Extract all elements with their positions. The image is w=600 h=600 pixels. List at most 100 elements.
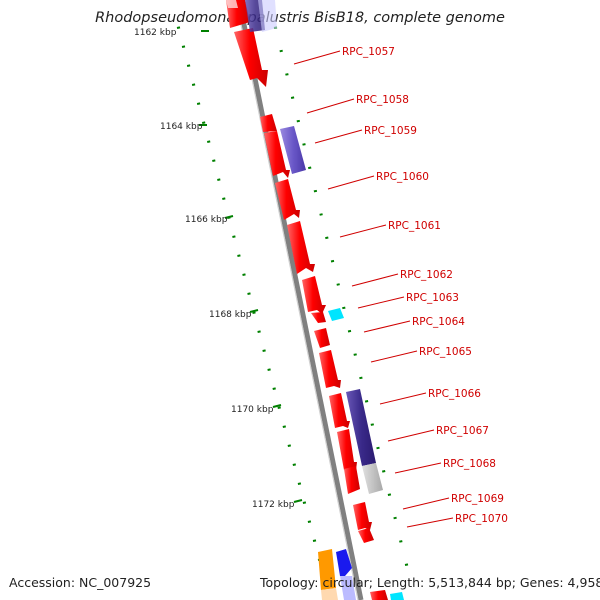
scale-tick-label: 1168 kbp bbox=[209, 310, 252, 320]
gene-label[interactable]: RPC_1057 bbox=[342, 46, 395, 58]
scale-tick-label: 1164 kbp bbox=[160, 122, 203, 132]
track-dash bbox=[267, 368, 271, 371]
gene-arrow bbox=[287, 221, 315, 274]
track-dash bbox=[342, 306, 346, 310]
forward-strand-genes bbox=[226, 0, 388, 600]
gene-arrow bbox=[344, 466, 360, 494]
track-dash bbox=[252, 311, 256, 314]
leader-line bbox=[339, 224, 387, 238]
gene-label[interactable]: RPC_1067 bbox=[436, 425, 489, 437]
scale-tick-mark bbox=[249, 309, 259, 313]
gene-arrow bbox=[370, 590, 388, 600]
gene-labels: RPC_1057 RPC_1058 RPC_1059 RPC_1060 RPC_… bbox=[342, 46, 508, 525]
genome-backbone-highlight bbox=[235, 0, 359, 600]
gene-label[interactable]: RPC_1062 bbox=[400, 269, 453, 281]
gene-label[interactable]: RPC_1063 bbox=[406, 292, 459, 304]
scale-tick-label: 1166 kbp bbox=[185, 215, 228, 225]
leader-line bbox=[402, 497, 450, 510]
gene-label[interactable]: RPC_1060 bbox=[376, 171, 429, 183]
scale-ticks: 1162 kbp 1164 kbp 1166 kbp 1168 kbp 1170… bbox=[134, 28, 303, 510]
feature-block bbox=[318, 549, 336, 590]
leader-line bbox=[406, 517, 454, 528]
track-dash bbox=[370, 423, 374, 426]
track-dash bbox=[196, 102, 201, 105]
scale-tick-label: 1162 kbp bbox=[134, 28, 177, 38]
track-dash bbox=[319, 213, 323, 216]
genome-stats-text: Topology: circular; Length: 5,513,844 bp… bbox=[260, 575, 600, 590]
gene-arrow bbox=[353, 502, 372, 530]
gene-arrow bbox=[275, 179, 300, 220]
gene-arrow bbox=[264, 131, 290, 178]
track-dash bbox=[212, 159, 216, 162]
track-dash bbox=[282, 425, 286, 428]
track-dash bbox=[285, 73, 289, 76]
gene-label[interactable]: RPC_1058 bbox=[356, 94, 409, 106]
feature-block bbox=[321, 588, 338, 600]
leader-line bbox=[363, 320, 411, 333]
leader-line bbox=[357, 296, 405, 309]
map-title: Rhodopseudomonas palustris BisB18, compl… bbox=[95, 10, 505, 26]
scale-tick-label: 1172 kbp bbox=[252, 500, 295, 510]
feature-block bbox=[390, 592, 404, 600]
feature-block bbox=[280, 126, 306, 174]
track-dash bbox=[330, 259, 335, 263]
feature-block bbox=[346, 389, 376, 466]
track-dash bbox=[325, 236, 329, 240]
track-dash bbox=[277, 406, 281, 409]
leader-line bbox=[351, 273, 399, 287]
track-dash bbox=[387, 493, 392, 496]
track-dash bbox=[207, 140, 211, 143]
gene-label[interactable]: RPC_1070 bbox=[455, 513, 508, 525]
leader-line bbox=[387, 429, 435, 442]
track-dash bbox=[272, 387, 276, 390]
gene-arrow bbox=[314, 328, 330, 348]
track-dash bbox=[181, 45, 186, 48]
track-dash bbox=[202, 121, 206, 124]
track-dash bbox=[287, 444, 291, 447]
leader-line bbox=[379, 392, 427, 405]
track-dash bbox=[393, 516, 397, 520]
feature-block bbox=[328, 308, 344, 321]
scale-tick-label: 1170 kbp bbox=[231, 405, 274, 415]
track-dash bbox=[279, 49, 283, 53]
track-dash bbox=[307, 520, 312, 523]
gene-arrow bbox=[358, 528, 374, 543]
leader-line bbox=[314, 129, 363, 144]
track-dash bbox=[302, 501, 307, 504]
track-dash bbox=[302, 143, 306, 146]
feature-block bbox=[336, 549, 352, 576]
scale-tick-mark bbox=[272, 404, 282, 408]
gene-arrow bbox=[329, 393, 350, 428]
other-features bbox=[226, 0, 404, 600]
gene-label[interactable]: RPC_1065 bbox=[419, 346, 472, 358]
gene-label[interactable]: RPC_1059 bbox=[364, 125, 417, 137]
track-dash bbox=[313, 189, 318, 193]
feature-block bbox=[258, 0, 277, 32]
leader-line bbox=[370, 350, 418, 363]
track-dash bbox=[376, 446, 380, 450]
gene-arrow bbox=[311, 312, 326, 323]
scale-tick-mark bbox=[224, 215, 234, 219]
track-dash bbox=[359, 376, 363, 380]
track-dash bbox=[247, 292, 251, 295]
track-dash bbox=[292, 463, 296, 466]
track-dash bbox=[290, 96, 295, 99]
gene-label[interactable]: RPC_1066 bbox=[428, 388, 481, 400]
label-leader-lines bbox=[293, 50, 454, 528]
gene-arrow bbox=[260, 114, 277, 132]
genome-backbone bbox=[236, 0, 364, 600]
leader-line bbox=[394, 462, 442, 474]
gene-label[interactable]: RPC_1061 bbox=[388, 220, 441, 232]
leader-line bbox=[306, 98, 355, 114]
gene-label[interactable]: RPC_1068 bbox=[443, 458, 496, 470]
track-dash bbox=[186, 64, 191, 67]
feature-block bbox=[226, 0, 238, 8]
gene-label[interactable]: RPC_1069 bbox=[451, 493, 504, 505]
feature-block bbox=[340, 576, 356, 600]
track-dash bbox=[296, 119, 300, 123]
track-dash bbox=[232, 235, 236, 238]
track-dash bbox=[222, 197, 226, 200]
gene-label[interactable]: RPC_1064 bbox=[412, 316, 465, 328]
gene-arrow bbox=[302, 276, 326, 314]
